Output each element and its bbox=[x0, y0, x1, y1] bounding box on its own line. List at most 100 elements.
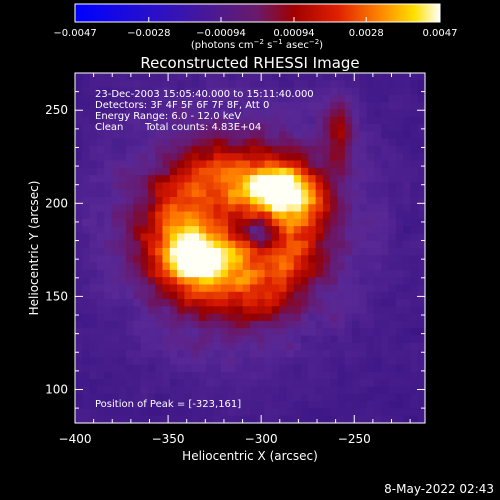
heatmap-cell bbox=[388, 284, 397, 293]
heatmap-cell bbox=[264, 393, 273, 402]
heatmap-cell bbox=[111, 167, 120, 176]
heatmap-cell bbox=[213, 145, 222, 154]
heatmap-cell bbox=[403, 393, 412, 402]
heatmap-cell bbox=[359, 379, 368, 388]
heatmap-cell bbox=[279, 415, 288, 424]
heatmap-cell bbox=[155, 350, 164, 358]
heatmap-cell bbox=[388, 116, 397, 125]
heatmap-cell bbox=[147, 328, 156, 337]
heatmap-cell bbox=[359, 255, 368, 264]
heatmap-cell bbox=[352, 269, 360, 278]
heatmap-cell bbox=[242, 291, 251, 300]
heatmap-cell bbox=[162, 350, 171, 358]
heatmap-cell bbox=[315, 393, 324, 402]
heatmap-cell bbox=[417, 357, 426, 366]
heatmap-cell bbox=[147, 335, 156, 344]
heatmap-cell bbox=[162, 320, 171, 329]
heatmap-cell bbox=[410, 313, 419, 322]
heatmap-cell bbox=[235, 167, 244, 176]
heatmap-cell bbox=[184, 269, 193, 278]
heatmap-cell bbox=[140, 328, 149, 337]
heatmap-cell bbox=[359, 80, 368, 89]
heatmap-cell bbox=[191, 218, 200, 227]
heatmap-cell bbox=[301, 138, 309, 147]
heatmap-cell bbox=[75, 138, 83, 147]
heatmap-cell bbox=[308, 218, 317, 227]
heatmap-cell bbox=[111, 182, 120, 191]
heatmap-cell bbox=[271, 335, 280, 344]
heatmap-cell bbox=[177, 328, 185, 337]
heatmap-cell bbox=[213, 277, 222, 286]
heatmap-cell bbox=[322, 269, 331, 278]
heatmap-cell bbox=[96, 350, 105, 358]
heatmap-cell bbox=[286, 364, 295, 373]
heatmap-cell bbox=[96, 313, 105, 322]
heatmap-cell bbox=[366, 233, 375, 242]
heatmap-cell bbox=[257, 233, 266, 242]
heatmap-cell bbox=[366, 109, 375, 118]
heatmap-cell bbox=[140, 182, 149, 191]
heatmap-cell bbox=[395, 138, 404, 147]
heatmap-cell bbox=[366, 415, 375, 424]
heatmap-cell bbox=[271, 160, 280, 169]
heatmap-cell bbox=[75, 160, 83, 169]
heatmap-cell bbox=[388, 277, 397, 286]
heatmap-cell bbox=[417, 415, 426, 424]
heatmap-cell bbox=[395, 167, 404, 176]
heatmap-cell bbox=[373, 415, 382, 424]
heatmap-cell bbox=[352, 116, 360, 125]
heatmap-cell bbox=[359, 335, 368, 344]
heatmap-cell bbox=[75, 196, 83, 205]
heatmap-cell bbox=[330, 306, 339, 315]
heatmap-cell bbox=[220, 196, 229, 205]
heatmap-cell bbox=[191, 401, 200, 410]
heatmap-cell bbox=[169, 182, 178, 191]
heatmap-cell bbox=[352, 233, 360, 242]
heatmap-cell bbox=[410, 299, 419, 307]
heatmap-cell bbox=[75, 175, 83, 183]
heatmap-cell bbox=[75, 269, 83, 278]
heatmap-cell bbox=[417, 94, 426, 103]
heatmap-cell bbox=[206, 182, 215, 191]
heatmap-cell bbox=[133, 87, 142, 96]
heatmap-cell bbox=[104, 80, 113, 89]
heatmap-cell bbox=[235, 160, 244, 169]
heatmap-cell bbox=[75, 124, 83, 132]
heatmap-cell bbox=[118, 138, 127, 147]
heatmap-cell bbox=[82, 357, 91, 366]
heatmap-cell bbox=[257, 313, 266, 322]
heatmap-cell bbox=[410, 379, 419, 388]
heatmap-cell bbox=[381, 175, 390, 183]
heatmap-cell bbox=[111, 284, 120, 293]
heatmap-cell bbox=[271, 408, 280, 417]
heatmap-cell bbox=[359, 408, 368, 417]
heatmap-cell bbox=[322, 408, 331, 417]
heatmap-cell bbox=[198, 73, 207, 81]
heatmap-cell bbox=[301, 131, 309, 140]
heatmap-cell bbox=[162, 357, 171, 366]
heatmap-cell bbox=[344, 401, 353, 410]
heatmap-cell bbox=[250, 401, 258, 410]
heatmap-cell bbox=[228, 371, 237, 380]
heatmap-cell bbox=[126, 167, 134, 176]
heatmap-cell bbox=[359, 320, 368, 329]
heatmap-cell bbox=[417, 342, 426, 351]
heatmap-cell bbox=[213, 248, 222, 256]
heatmap-cell bbox=[366, 350, 375, 358]
heatmap-cell bbox=[330, 299, 339, 307]
heatmap-cell bbox=[242, 306, 251, 315]
heatmap-cell bbox=[206, 218, 215, 227]
heatmap-cell bbox=[308, 131, 317, 140]
heatmap-cell bbox=[293, 73, 302, 81]
heatmap-cell bbox=[191, 364, 200, 373]
heatmap-cell bbox=[169, 313, 178, 322]
heatmap-cell bbox=[228, 167, 237, 176]
heatmap-cell bbox=[308, 153, 317, 162]
heatmap-cell bbox=[111, 364, 120, 373]
heatmap-cell bbox=[118, 189, 127, 198]
heatmap-cell bbox=[75, 364, 83, 373]
heatmap-cell bbox=[257, 116, 266, 125]
heatmap-cell bbox=[133, 80, 142, 89]
heatmap-cell bbox=[111, 408, 120, 417]
heatmap-cell bbox=[337, 401, 346, 410]
